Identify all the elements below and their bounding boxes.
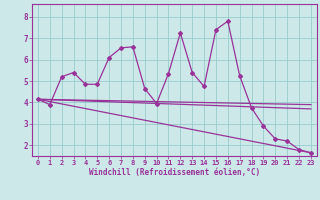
X-axis label: Windchill (Refroidissement éolien,°C): Windchill (Refroidissement éolien,°C) [89,168,260,177]
